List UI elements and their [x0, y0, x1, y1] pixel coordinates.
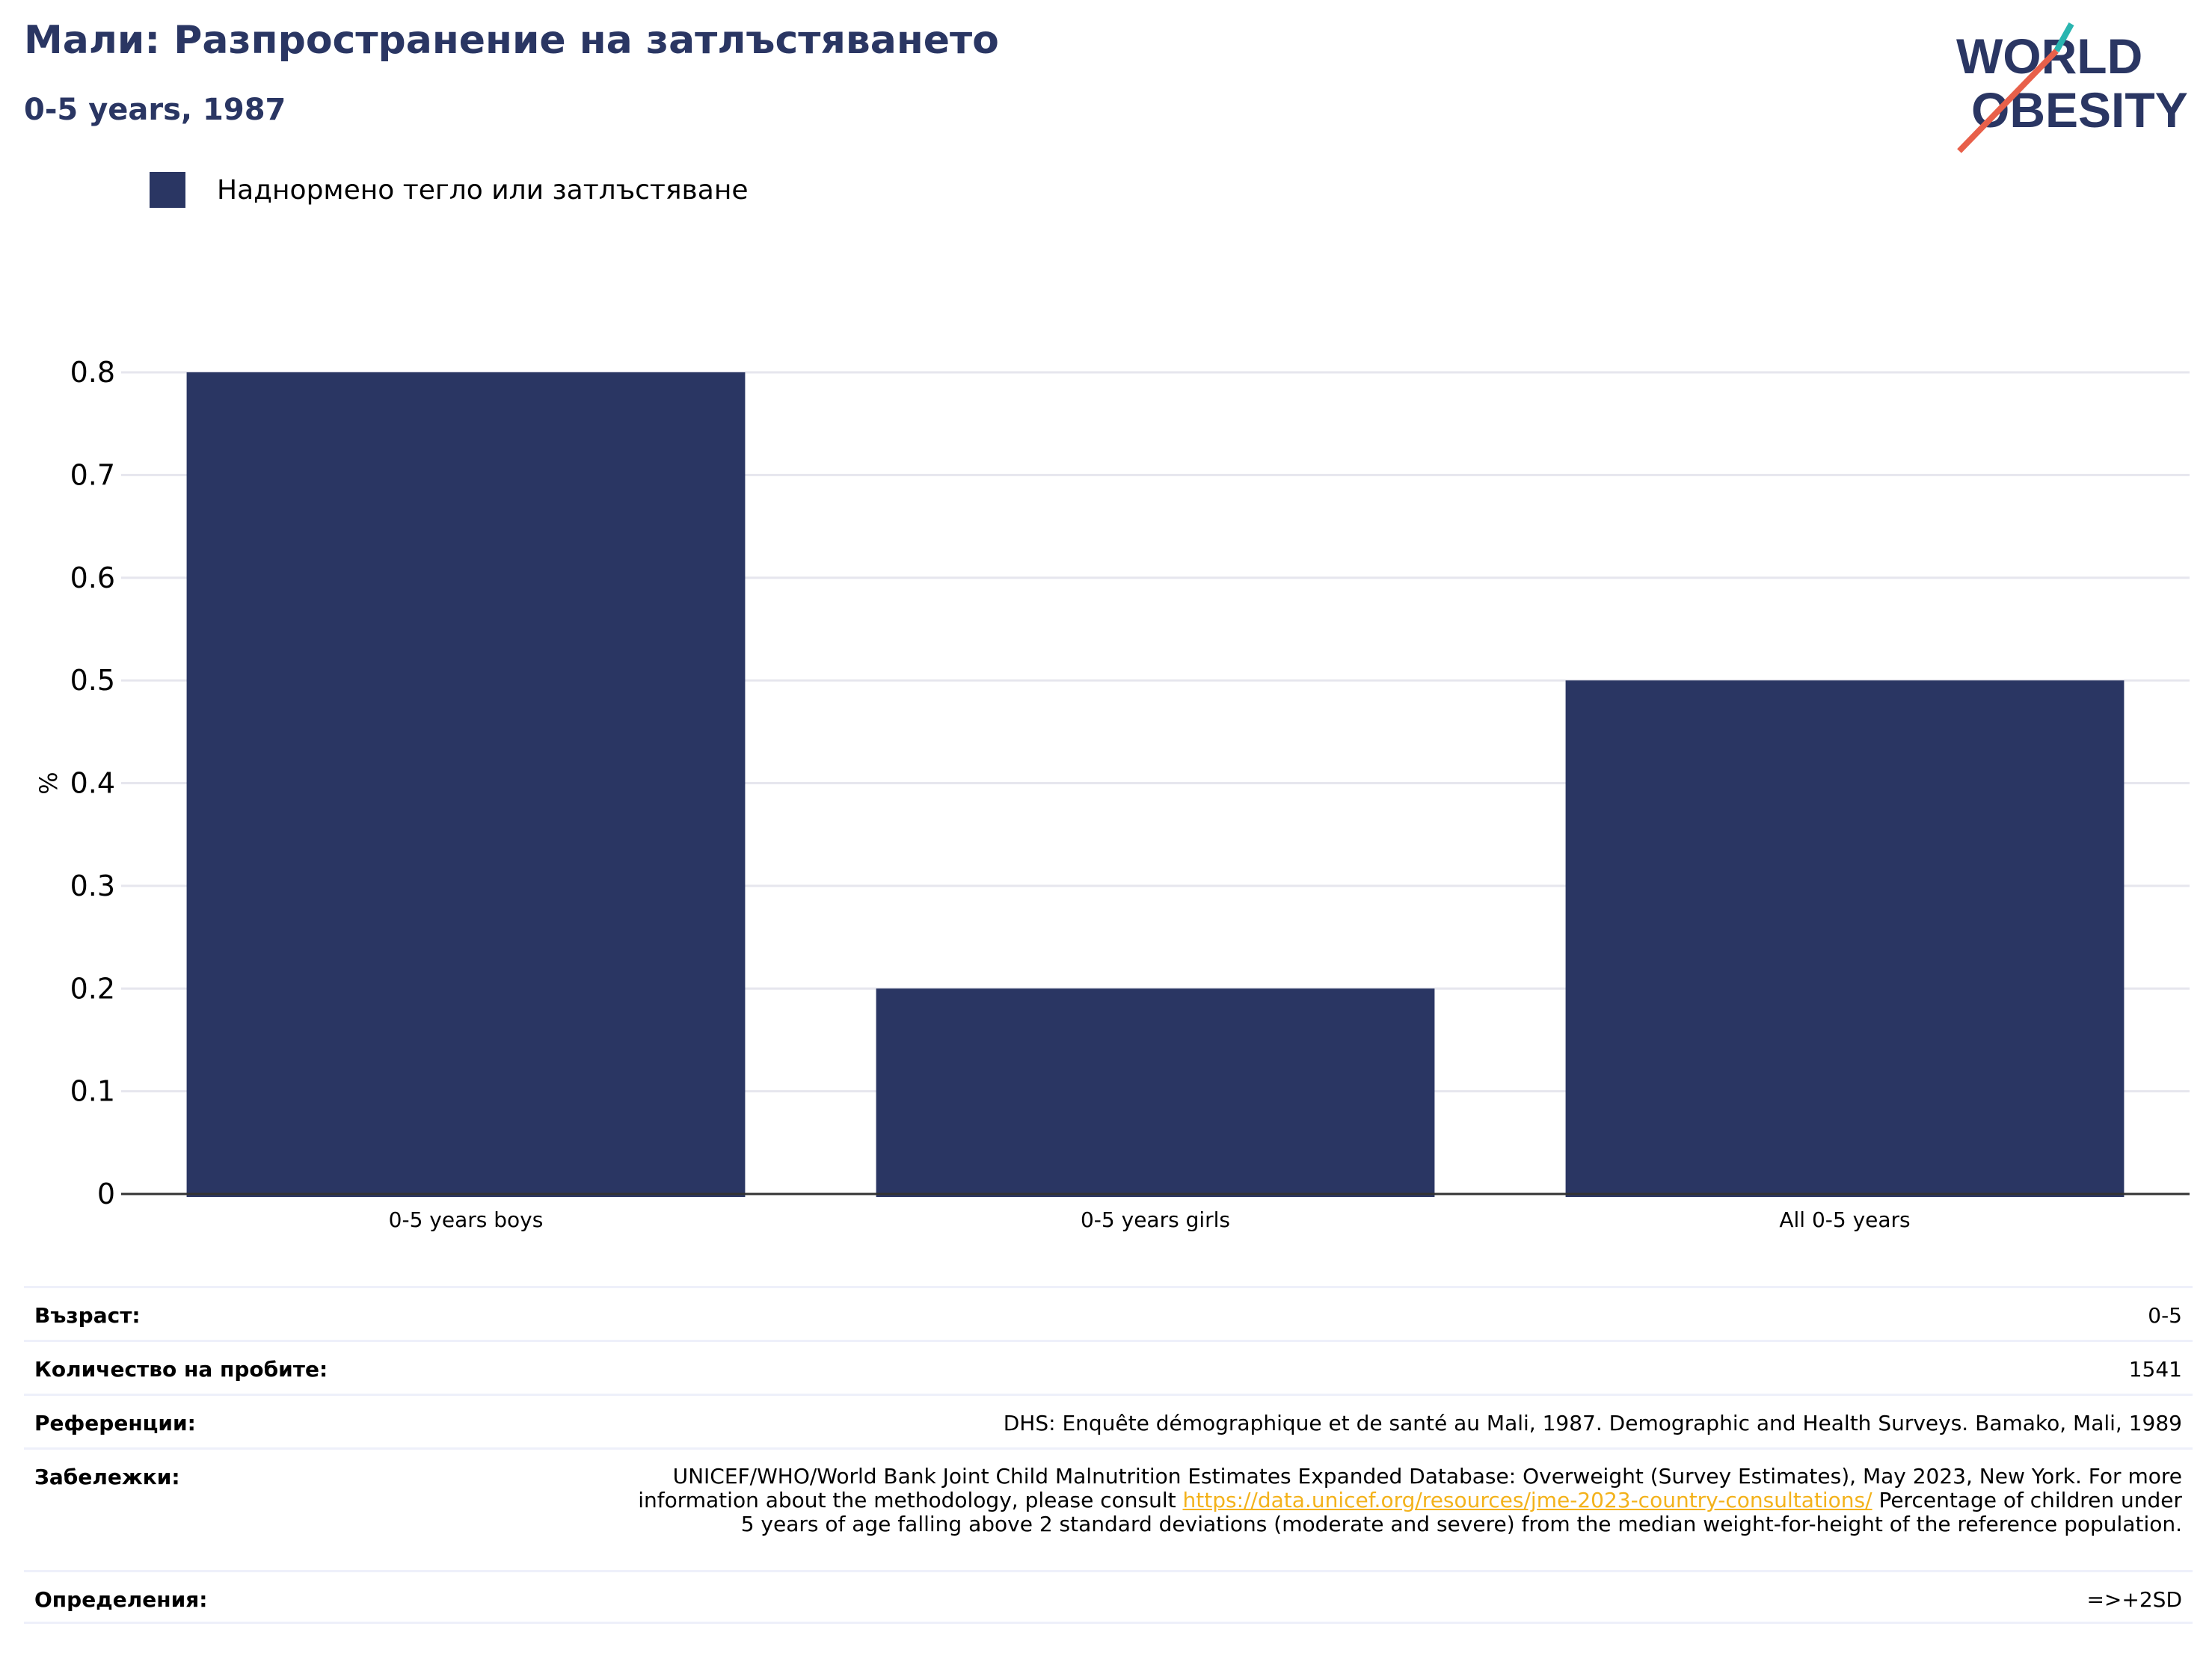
bar-1 — [876, 988, 1435, 1197]
logo-slash-teal — [2053, 22, 2074, 52]
info-row-age: Възраст: 0-5 — [24, 1286, 2193, 1340]
sample-label: Количество на пробите: — [34, 1357, 328, 1382]
y-tick-label: 0.2 — [70, 972, 115, 1005]
references-value: DHS: Enquête démographique et de santé a… — [1003, 1411, 2182, 1435]
sample-value: 1541 — [2128, 1357, 2182, 1382]
x-tick-label: 0-5 years boys — [389, 1207, 544, 1232]
bar-chart: 0 0.1 0.2 0.3 0.4 0.5 0.6 0.7 0.8% 0-5 years boys… — [34, 356, 2190, 1232]
age-label: Възраст: — [34, 1303, 141, 1328]
y-tick-label: 0.4 — [70, 767, 115, 800]
y-tick-label: 0 — [97, 1178, 115, 1210]
world-obesity-logo: WORLD OBESITY — [1956, 22, 2188, 153]
info-row-definitions: Определения: =>+2SD — [24, 1570, 2193, 1624]
methodology-link[interactable]: https://data.unicef.org/resources/jme-20… — [1182, 1488, 1872, 1512]
definitions-label: Определения: — [34, 1587, 208, 1612]
legend-label: Наднормено тегло или затлъстяване — [217, 174, 749, 206]
notes-text-after: Percentage of children under 5 years of … — [740, 1488, 2182, 1536]
notes-value: UNICEF/WHO/World Bank Joint Child Malnut… — [627, 1465, 2182, 1536]
logo-slash-red — [1957, 49, 2059, 153]
references-label: Референции: — [34, 1411, 196, 1435]
bar-0 — [186, 372, 746, 1197]
info-table: Възраст: 0-5 Количество на пробите: 1541… — [24, 1286, 2193, 1624]
y-axis-label: % — [34, 772, 63, 794]
age-value: 0-5 — [2148, 1303, 2182, 1328]
info-row-sample: Количество на пробите: 1541 — [24, 1340, 2193, 1394]
logo-line2: OBESITY — [1971, 82, 2188, 138]
info-row-notes: Забележки: UNICEF/WHO/World Bank Joint C… — [24, 1447, 2193, 1570]
y-tick-label: 0.3 — [70, 870, 115, 902]
notes-text-before: UNICEF/WHO/World Bank Joint Child Malnut… — [638, 1464, 2182, 1512]
bar-2 — [1565, 680, 2125, 1197]
chart-legend: Наднормено тегло или затлъстяване — [150, 172, 749, 208]
info-row-references: Референции: DHS: Enquête démographique e… — [24, 1394, 2193, 1447]
notes-label: Забележки: — [34, 1465, 180, 1489]
legend-swatch — [150, 172, 185, 208]
definitions-value: =>+2SD — [2086, 1587, 2182, 1612]
y-tick-label: 0.5 — [70, 664, 115, 697]
y-tick-label: 0.7 — [70, 458, 115, 491]
x-tick-label: 0-5 years girls — [1081, 1207, 1230, 1232]
y-tick-label: 0.1 — [70, 1075, 115, 1108]
chart-subtitle: 0-5 years, 1987 — [24, 93, 286, 127]
chart-title: Мали: Разпространение на затлъстяването — [24, 18, 999, 63]
y-tick-label: 0.6 — [70, 561, 115, 594]
x-tick-label: All 0-5 years — [1779, 1207, 1910, 1232]
y-tick-label: 0.8 — [70, 356, 115, 389]
